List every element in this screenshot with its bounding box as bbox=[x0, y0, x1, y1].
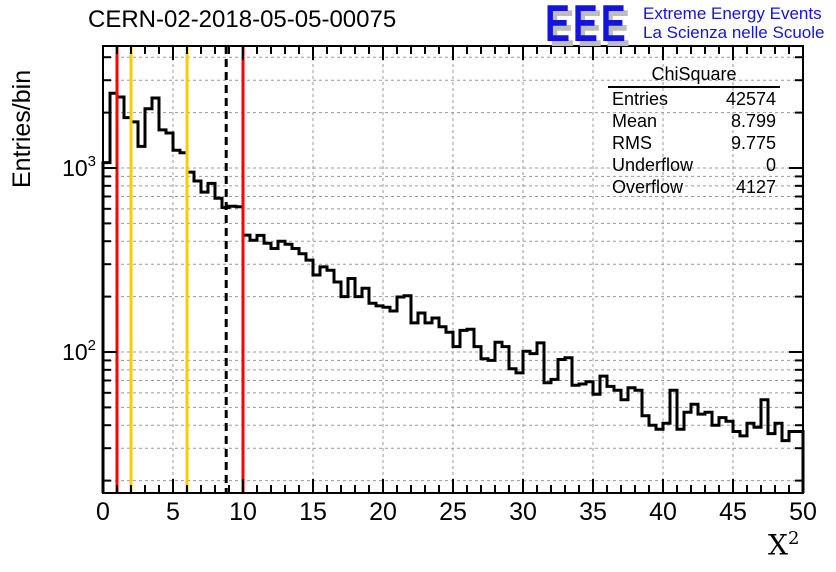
y-tick-label: 103 bbox=[62, 153, 96, 181]
histogram-outline bbox=[101, 91, 805, 493]
stats-row-overflow: Overflow 4127 bbox=[608, 176, 780, 198]
stats-value: 9.775 bbox=[730, 133, 776, 153]
x-tick-label: 35 bbox=[579, 498, 607, 526]
stats-label: Overflow bbox=[612, 177, 684, 197]
x-axis-title-base: X bbox=[768, 528, 788, 562]
logo-line-1: Extreme Energy Events bbox=[643, 4, 822, 23]
x-tick-label: 50 bbox=[789, 498, 817, 526]
x-tick-label: 5 bbox=[166, 498, 180, 526]
stats-label: Underflow bbox=[612, 155, 694, 175]
x-tick-label: 30 bbox=[509, 498, 537, 526]
stats-value: 42574 bbox=[725, 89, 776, 109]
x-axis-title-exponent: 2 bbox=[787, 528, 800, 549]
stats-row-underflow: Underflow 0 bbox=[608, 154, 780, 176]
plot-frame bbox=[102, 45, 804, 494]
stats-row-entries: Entries 42574 bbox=[608, 88, 780, 110]
stats-value: 0 bbox=[765, 155, 776, 175]
x-tick-label: 0 bbox=[96, 498, 110, 526]
stats-row-rms: RMS 9.775 bbox=[608, 132, 780, 154]
x-tick-label: 15 bbox=[299, 498, 327, 526]
stats-value: 4127 bbox=[735, 177, 776, 197]
stats-value: 8.799 bbox=[730, 111, 776, 131]
stats-row-mean: Mean 8.799 bbox=[608, 110, 780, 132]
y-tick-label: 102 bbox=[62, 337, 96, 365]
y-axis-title: Entries/bin bbox=[8, 69, 36, 188]
logo-line-2: La Scienza nelle Scuole bbox=[643, 23, 825, 42]
stats-label: Mean bbox=[612, 111, 658, 131]
stats-label: Entries bbox=[612, 89, 669, 109]
x-tick-label: 40 bbox=[649, 498, 677, 526]
x-axis-title: X2 bbox=[768, 528, 799, 561]
stats-box: ChiSquare Entries 42574 Mean 8.799 RMS 9… bbox=[608, 64, 780, 198]
stats-label: RMS bbox=[612, 133, 652, 153]
eee-logo-subtitle: Extreme Energy Events La Scienza nelle S… bbox=[643, 4, 824, 42]
x-tick-label: 20 bbox=[369, 498, 397, 526]
stats-box-title: ChiSquare bbox=[608, 64, 780, 88]
eee-logo-text: EEE bbox=[545, 0, 629, 53]
x-tick-label: 10 bbox=[229, 498, 257, 526]
x-tick-label: 25 bbox=[439, 498, 467, 526]
plot-title: CERN-02-2018-05-05-00075 bbox=[88, 6, 397, 33]
x-tick-label: 45 bbox=[719, 498, 747, 526]
